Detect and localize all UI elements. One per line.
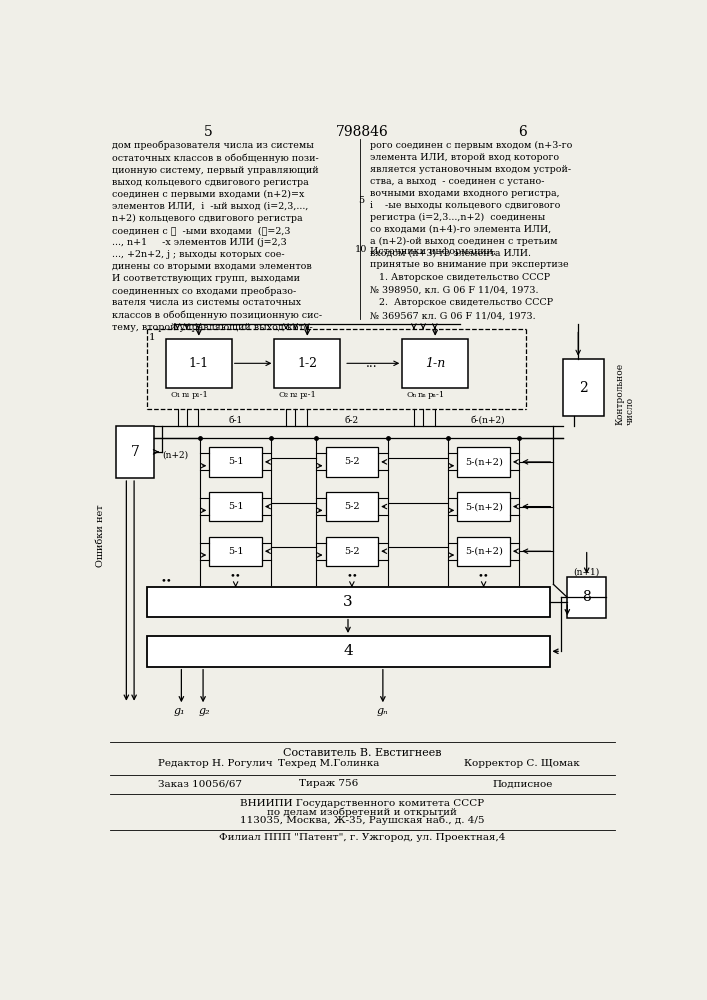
Text: ••: •• — [346, 571, 358, 580]
Text: 5-2: 5-2 — [344, 547, 360, 556]
Text: Oₙ: Oₙ — [407, 391, 417, 399]
Text: 5: 5 — [358, 196, 364, 205]
Bar — [457, 492, 510, 521]
Text: 10: 10 — [355, 245, 368, 254]
Text: 3: 3 — [343, 595, 353, 609]
Text: 798846: 798846 — [336, 125, 388, 139]
Text: 5-1: 5-1 — [228, 547, 243, 556]
Bar — [567, 577, 606, 618]
Text: Ошибки нет: Ошибки нет — [96, 504, 105, 567]
Text: O₁: O₁ — [170, 391, 180, 399]
Text: 1-1: 1-1 — [189, 357, 209, 370]
Text: 2: 2 — [579, 381, 588, 395]
Text: 5-(n+2): 5-(n+2) — [464, 457, 503, 466]
Bar — [563, 359, 604, 416]
Text: 1-n: 1-n — [425, 357, 445, 370]
Text: ••: •• — [230, 571, 242, 580]
Bar — [274, 339, 340, 388]
Text: ••: •• — [160, 577, 172, 586]
Text: (n+2): (n+2) — [162, 450, 188, 459]
Bar — [166, 339, 232, 388]
Bar — [209, 492, 262, 521]
Text: nₙ: nₙ — [418, 391, 427, 399]
Text: б-2: б-2 — [345, 416, 359, 425]
Text: n₁: n₁ — [182, 391, 190, 399]
Text: O₂: O₂ — [279, 391, 288, 399]
Text: Заказ 10056/67: Заказ 10056/67 — [158, 779, 242, 788]
Bar — [209, 537, 262, 566]
Text: Контрольное
число: Контрольное число — [615, 363, 635, 425]
Text: 7: 7 — [130, 445, 139, 459]
Text: 5-1: 5-1 — [228, 502, 243, 511]
Text: б-1: б-1 — [228, 416, 243, 425]
Text: 6: 6 — [518, 125, 527, 139]
Text: Филиал ППП "Патент", г. Ужгород, ул. Проектная,4: Филиал ППП "Патент", г. Ужгород, ул. Про… — [218, 833, 505, 842]
Text: Источники информации,
принятые во внимание при экспертизе
   1. Авторское свидет: Источники информации, принятые во вниман… — [370, 247, 568, 320]
Text: Подписное: Подписное — [492, 779, 553, 788]
Bar — [209, 447, 262, 477]
Text: Корректор С. Щомак: Корректор С. Щомак — [464, 759, 580, 768]
Text: Техред М.Голинка: Техред М.Голинка — [278, 759, 380, 768]
Text: б-(n+2): б-(n+2) — [470, 416, 505, 425]
Text: 1-2: 1-2 — [298, 357, 317, 370]
Text: n₂: n₂ — [290, 391, 299, 399]
Text: ••: •• — [478, 571, 489, 580]
Bar — [325, 492, 378, 521]
Bar — [146, 636, 549, 667]
Text: ...: ... — [366, 357, 377, 370]
Bar — [325, 447, 378, 477]
Text: 5-2: 5-2 — [344, 457, 360, 466]
Text: gₙ: gₙ — [377, 706, 389, 716]
Bar — [146, 587, 549, 617]
Text: 113035, Москва, Ж-35, Раушская наб., д. 4/5: 113035, Москва, Ж-35, Раушская наб., д. … — [240, 816, 484, 825]
Text: ВНИИПИ Государственного комитета СССР: ВНИИПИ Государственного комитета СССР — [240, 799, 484, 808]
Text: p₁-1: p₁-1 — [192, 391, 209, 399]
Text: Составитель В. Евстигнеев: Составитель В. Евстигнеев — [283, 748, 441, 758]
Text: g₁: g₁ — [174, 706, 186, 716]
Bar — [325, 537, 378, 566]
Text: (n+1): (n+1) — [573, 567, 600, 576]
Text: 4: 4 — [343, 644, 353, 658]
Text: p₂-1: p₂-1 — [300, 391, 317, 399]
Bar — [457, 537, 510, 566]
Text: g₂: g₂ — [199, 706, 211, 716]
Bar — [402, 339, 468, 388]
Text: 1: 1 — [149, 333, 156, 342]
Text: 5-(n+2): 5-(n+2) — [464, 547, 503, 556]
Text: Тираж 756: Тираж 756 — [299, 779, 358, 788]
Text: дом преобразователя числа из системы
остаточных классов в обобщенную пози-
ционн: дом преобразователя числа из системы ост… — [112, 141, 322, 332]
Text: 8: 8 — [583, 590, 591, 604]
Text: pₙ-1: pₙ-1 — [428, 391, 445, 399]
Text: 5-2: 5-2 — [344, 502, 360, 511]
Text: Редактор Н. Рогулич: Редактор Н. Рогулич — [158, 759, 273, 768]
Bar — [115, 426, 154, 478]
Text: по делам изобретений и открытий: по делам изобретений и открытий — [267, 807, 457, 817]
Text: 5: 5 — [204, 125, 213, 139]
Text: рого соединен с первым входом (n+3-го
элемента ИЛИ, второй вход которого
являетс: рого соединен с первым входом (n+3-го эл… — [370, 141, 572, 258]
Bar — [457, 447, 510, 477]
Text: 5-1: 5-1 — [228, 457, 243, 466]
Text: 5-(n+2): 5-(n+2) — [464, 502, 503, 511]
